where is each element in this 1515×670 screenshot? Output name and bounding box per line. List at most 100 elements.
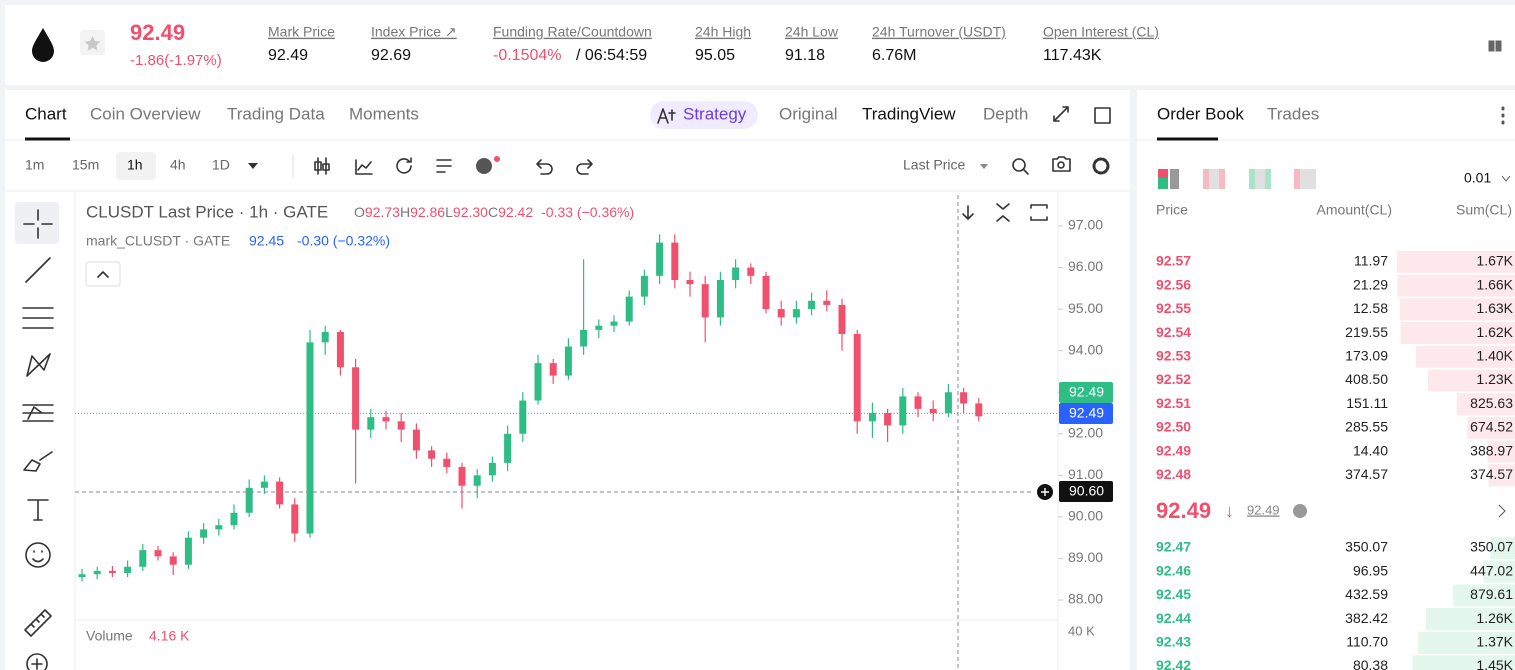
redo-icon[interactable]: [576, 159, 593, 175]
fit-icon[interactable]: [996, 203, 1010, 222]
candle-body: [747, 267, 755, 276]
precision-dropdown[interactable]: [1501, 175, 1511, 182]
y-tick-label: 94.00: [1068, 341, 1103, 357]
add-indicator[interactable]: [476, 158, 492, 174]
view-tab[interactable]: Original: [779, 104, 838, 123]
strategy-pill[interactable]: [650, 101, 758, 129]
ob-sum: 1.62K: [1476, 324, 1513, 340]
fib-tool[interactable]: [22, 404, 54, 422]
y-tick-label: 92.00: [1068, 424, 1103, 440]
measure-tool[interactable]: [24, 609, 52, 637]
view-tab[interactable]: TradingView: [862, 104, 956, 123]
tab[interactable]: Chart: [25, 104, 67, 123]
tab[interactable]: Trading Data: [227, 104, 325, 123]
settings-icon[interactable]: [1092, 157, 1110, 175]
stat-label: Open Interest (CL): [1043, 24, 1159, 40]
view-both[interactable]: [1158, 169, 1168, 189]
interval-dropdown[interactable]: [248, 163, 258, 169]
view-tab[interactable]: Strategy: [683, 104, 747, 123]
source-dropdown[interactable]: [980, 164, 988, 169]
crosshair-tool[interactable]: [23, 209, 53, 239]
line-tool[interactable]: [25, 257, 51, 283]
window-icon[interactable]: [1094, 107, 1111, 124]
candle-body: [108, 570, 116, 574]
plus: [1041, 488, 1049, 496]
scroll-icon[interactable]: [962, 205, 974, 220]
interval[interactable]: 1D: [212, 157, 230, 173]
channel-tool[interactable]: [22, 307, 54, 329]
interval[interactable]: 15m: [72, 157, 99, 173]
ob-price: 92.55: [1156, 300, 1191, 316]
depth-bar: [1428, 369, 1515, 392]
mark-info[interactable]: [1293, 504, 1307, 518]
ohlc-value: 92.73: [365, 204, 400, 220]
candle-body: [336, 331, 344, 368]
tab[interactable]: Coin Overview: [90, 104, 201, 123]
ob-sum: 388.97: [1470, 442, 1513, 458]
collapse-legend[interactable]: [85, 261, 121, 287]
brush-tool[interactable]: [23, 451, 53, 472]
search-icon[interactable]: [1012, 158, 1026, 172]
interval[interactable]: 1h: [127, 157, 143, 173]
candle-body: [154, 550, 162, 557]
ob-amount: 21.29: [1353, 276, 1388, 292]
candle-body: [215, 525, 223, 530]
view-tab[interactable]: Depth: [983, 104, 1028, 123]
stat-value: 117.43K: [1043, 47, 1102, 64]
mid-chevron[interactable]: [1498, 504, 1506, 518]
price-change: -1.86(-1.97%): [130, 52, 222, 69]
price-tag-label: 90.60: [1069, 483, 1104, 499]
text-tool[interactable]: [27, 499, 49, 521]
template-icon[interactable]: [436, 159, 452, 173]
mid-arrow: ↓: [1225, 501, 1234, 521]
mid-price: 92.49: [1156, 498, 1211, 523]
candle-body: [412, 429, 420, 451]
candle-body: [382, 417, 390, 422]
candle-body: [595, 325, 603, 330]
tab[interactable]: Moments: [349, 104, 419, 123]
interval[interactable]: 1m: [25, 157, 44, 173]
candle-body: [428, 450, 436, 459]
depth-bar: [1400, 322, 1515, 345]
candle-body: [564, 346, 572, 376]
candle-body: [306, 342, 314, 534]
y-tick-label: 90.00: [1068, 508, 1103, 524]
ob-tab[interactable]: Trades: [1267, 104, 1319, 123]
price-source[interactable]: Last Price: [903, 157, 965, 173]
last-price: 92.49: [130, 20, 185, 45]
interval[interactable]: 4h: [170, 157, 186, 173]
depth-bar: [1418, 631, 1515, 654]
coin-logo: [32, 28, 54, 62]
candle-body: [260, 481, 268, 488]
precision[interactable]: 0.01: [1464, 170, 1491, 186]
candle-body: [473, 475, 481, 486]
expand-icon[interactable]: [1053, 106, 1069, 122]
ob-amount: 432.59: [1345, 586, 1388, 602]
ob-price: 92.54: [1156, 324, 1191, 340]
ob-sum: 374.57: [1470, 466, 1513, 482]
candle-body: [184, 537, 192, 565]
pattern-tool[interactable]: [26, 353, 51, 377]
candle-body: [914, 396, 922, 409]
candle-body: [245, 487, 253, 513]
zoom-tool[interactable]: [26, 653, 48, 670]
candle-body: [78, 574, 86, 578]
indicator-icon[interactable]: [355, 159, 373, 175]
price-tag-label: 92.49: [1069, 384, 1104, 400]
depth-bar: [1412, 655, 1515, 670]
undo-icon[interactable]: [536, 159, 553, 175]
depth-bar: [1416, 345, 1515, 368]
ob-amount: 12.58: [1353, 300, 1388, 316]
ob-amount: 374.57: [1345, 466, 1388, 482]
book-icon[interactable]: [1487, 39, 1503, 53]
candle-body: [580, 329, 588, 347]
ob-tab[interactable]: Order Book: [1157, 104, 1244, 123]
ohlc-value: 92.86: [410, 204, 445, 220]
camera-icon[interactable]: [1052, 156, 1071, 172]
reset-icon[interactable]: [1030, 204, 1048, 221]
emoji-tool[interactable]: [25, 542, 51, 568]
replay-icon[interactable]: [396, 157, 412, 174]
candle-body: [458, 467, 466, 486]
candle-type-icon[interactable]: [314, 157, 330, 175]
stat-value: 92.69: [371, 47, 411, 64]
